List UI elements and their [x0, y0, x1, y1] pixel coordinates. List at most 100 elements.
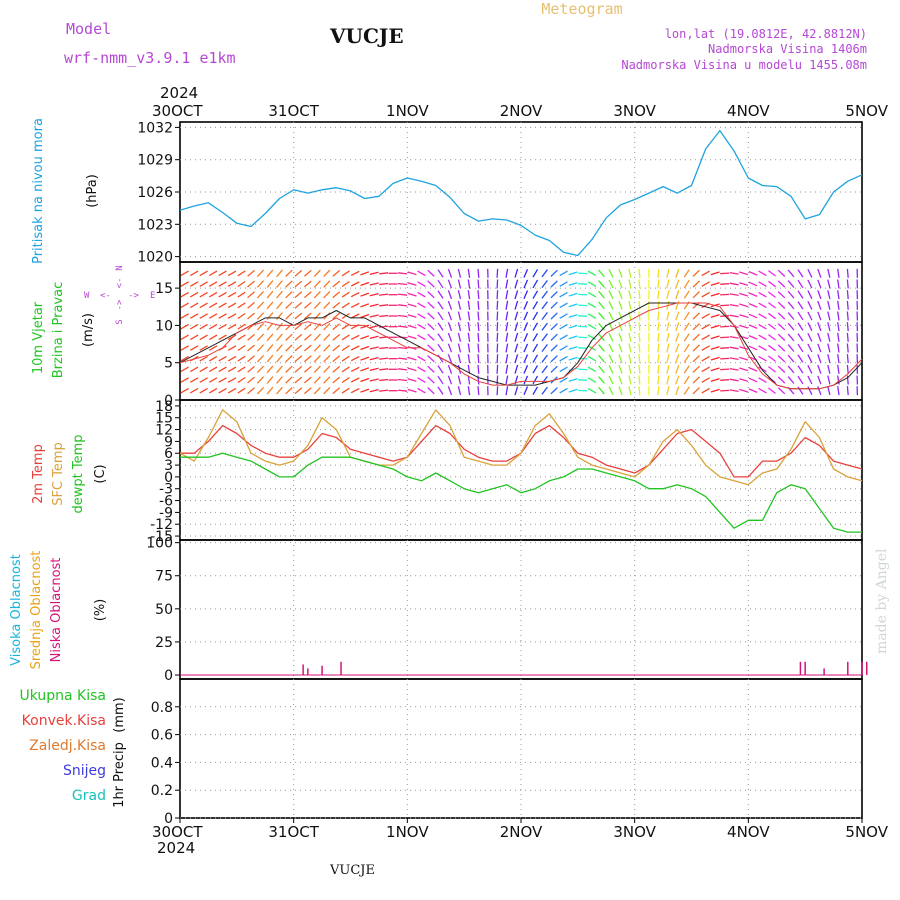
bottom-x-tick-label: 3NOV — [613, 823, 656, 841]
wind-arrow — [807, 333, 813, 342]
wind-arrow — [692, 387, 700, 395]
wind-arrow — [313, 365, 321, 374]
wind-arrow — [777, 365, 786, 373]
temp-ytick-label: 15 — [155, 411, 173, 427]
wind-arrow — [303, 291, 312, 299]
wind-arrow — [407, 378, 417, 382]
wind-arrow — [748, 335, 758, 340]
wind-arrow — [514, 279, 519, 289]
wind-arrow — [266, 344, 274, 352]
wind-arrow — [541, 312, 548, 320]
wind-arrow — [256, 333, 265, 342]
wind-arrow — [587, 270, 597, 277]
wind-arrow — [505, 268, 509, 278]
wind-arrow — [729, 357, 739, 361]
wind-arrow — [777, 355, 786, 363]
wind-arrow — [710, 314, 720, 318]
wind-arrow — [748, 292, 758, 297]
wind-arrow — [199, 281, 208, 287]
wind-arrow — [748, 367, 758, 372]
wind-arrow — [447, 268, 453, 278]
wind-arrow — [797, 386, 804, 395]
wind-arrow — [417, 281, 426, 287]
meteogram-title: Meteogram — [541, 0, 622, 18]
wind-arrow — [285, 387, 293, 395]
wind-arrow — [523, 300, 529, 310]
wind-arrow — [683, 279, 690, 289]
wind-arrow — [341, 344, 350, 352]
wind-arrow — [587, 291, 597, 298]
wind-arrow — [523, 311, 529, 321]
wind-arrow — [578, 325, 588, 328]
wind-arrow — [227, 281, 237, 287]
bottom-x-tick-label: 31OCT — [268, 823, 319, 841]
pressure-ytick-label: 1032 — [137, 120, 173, 136]
wind-arrow — [180, 281, 189, 287]
wind-arrow — [467, 268, 471, 278]
wind-arrow — [369, 324, 379, 329]
wind-arrow — [505, 332, 509, 342]
wind-arrow — [417, 387, 426, 394]
temp-unit: (C) — [93, 464, 108, 483]
wind-arrow — [692, 365, 700, 373]
wind-arrow — [768, 344, 776, 352]
wind-arrow — [294, 365, 303, 373]
cloud-panel: 0 25 50 75 100 — [146, 536, 868, 684]
wind-arrow — [350, 281, 360, 287]
wind-arrow — [701, 355, 710, 362]
wind-arrow — [541, 280, 548, 288]
wind-arrow — [710, 271, 720, 276]
wind-arrow — [514, 290, 519, 300]
wind-arrow — [638, 354, 641, 364]
top-x-tick-label: 2NOV — [500, 102, 543, 120]
wind-arrow — [638, 364, 641, 374]
wind-arrow — [437, 322, 444, 331]
wind-arrow — [369, 282, 379, 286]
wind-arrow — [598, 280, 605, 288]
wind-arrow — [341, 280, 350, 288]
wind-arrow — [227, 270, 237, 277]
wind-arrow — [457, 343, 462, 353]
wind-arrow — [675, 300, 680, 310]
wind-arrow — [477, 332, 480, 342]
wind-arrow — [568, 356, 578, 361]
bottom-x-tick-label: 2NOV — [500, 823, 543, 841]
wind-arrow — [237, 344, 246, 352]
wind-arrow — [218, 291, 227, 298]
wind-arrow — [578, 357, 588, 360]
wind-arrow — [807, 375, 813, 385]
wind-arrow — [180, 291, 189, 298]
wind-arrow — [587, 377, 597, 383]
wind-unit: (m/s) — [81, 313, 96, 347]
wind-arrow — [294, 376, 303, 384]
wind-arrow — [532, 269, 539, 278]
wind-arrow — [247, 269, 255, 277]
pressure-ylabel: Pritisak na nivou mora — [31, 118, 46, 264]
wind-arrow — [817, 354, 822, 364]
wind-arrow — [398, 272, 408, 275]
wind-arrow — [407, 367, 417, 372]
wind-arrow — [332, 280, 341, 288]
wind-arrow — [692, 312, 700, 320]
wind-arrow — [313, 333, 321, 342]
wind-arrow — [247, 355, 255, 363]
compass-w-label: W — [84, 291, 90, 301]
wind-arrow — [180, 366, 189, 373]
wind-arrow — [657, 332, 660, 342]
wind-arrow — [398, 282, 408, 286]
wind-arrow — [523, 343, 529, 353]
wind-arrow — [683, 343, 690, 353]
wind-arrow — [247, 344, 255, 352]
wind-arrow — [369, 292, 379, 297]
wind-arrow — [266, 301, 274, 310]
wind-arrow — [827, 311, 831, 321]
wind-arrow — [758, 334, 767, 341]
wind-arrow — [523, 268, 529, 278]
wind-arrow — [332, 365, 341, 373]
wind-arrow — [618, 364, 623, 374]
compass-arrow-up: <- — [115, 278, 125, 289]
wind-arrow — [350, 313, 360, 319]
wind-arrow — [505, 386, 509, 396]
temp-ytick-label: 12 — [155, 423, 173, 439]
wind-arrow — [256, 354, 265, 363]
